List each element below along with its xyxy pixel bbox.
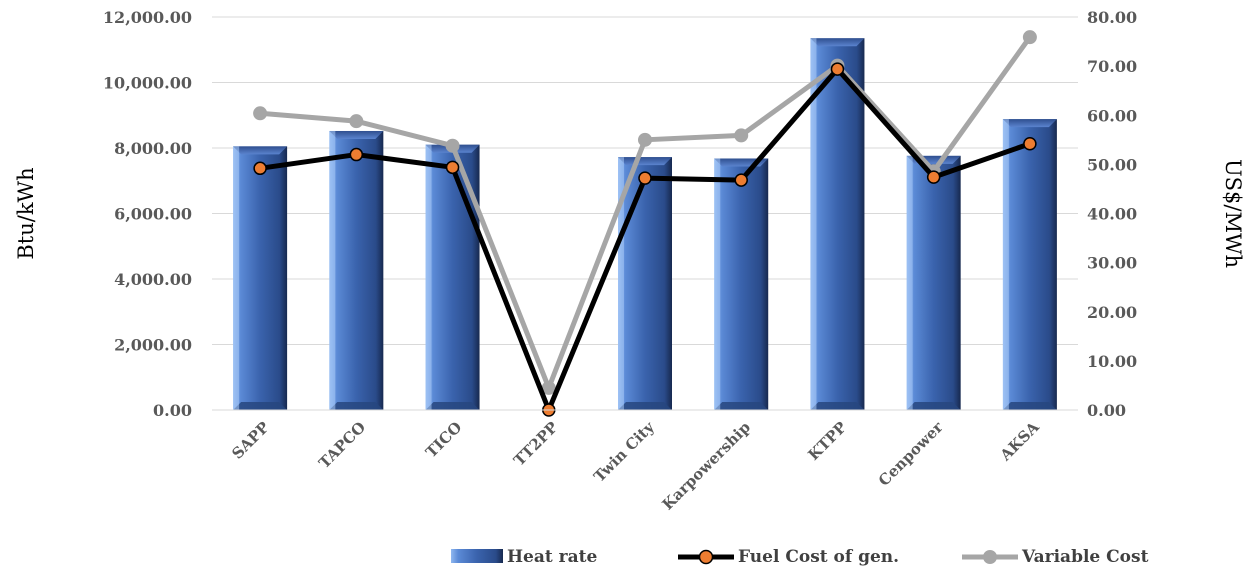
y-left-tick-label: 4,000.00 bbox=[114, 270, 192, 289]
legend-swatch-bar bbox=[451, 549, 503, 563]
legend-label: Heat rate bbox=[507, 547, 597, 567]
category-label-tt2pp: TT2PP bbox=[510, 418, 561, 469]
point-tapco bbox=[349, 114, 364, 129]
y-left-tick-label: 10,000.00 bbox=[103, 74, 192, 93]
legend-label: Fuel Cost of gen. bbox=[738, 547, 899, 567]
point-twin-city bbox=[638, 132, 652, 147]
y-right-tick-label: 60.00 bbox=[1087, 106, 1137, 125]
bar-twin-city bbox=[618, 157, 672, 410]
bar-highlight bbox=[906, 155, 913, 410]
bar-body bbox=[906, 155, 961, 410]
y-right-tick-label: 80.00 bbox=[1087, 8, 1137, 27]
bar-highlight bbox=[810, 38, 817, 410]
bar-bevel-bottom bbox=[1002, 402, 1057, 410]
line-series-fuel-cost-of-gen bbox=[253, 62, 1037, 417]
point-sapp bbox=[253, 106, 268, 121]
category-label-tico: TICO bbox=[422, 418, 465, 461]
bar-bevel-bottom bbox=[233, 402, 288, 410]
point-aksa bbox=[1023, 136, 1037, 151]
bar-aksa bbox=[1002, 119, 1057, 411]
line-series-variable-cost bbox=[253, 30, 1037, 395]
y-right-tick-label: 10.00 bbox=[1087, 352, 1137, 371]
bar-series-heat-rate bbox=[233, 38, 1057, 411]
bar-cenpower bbox=[906, 155, 961, 410]
bar-tapco bbox=[329, 130, 384, 410]
bar-bevel-bottom bbox=[618, 402, 672, 410]
bar-tico bbox=[425, 144, 480, 410]
legend-item-heat-rate: Heat rate bbox=[451, 547, 597, 567]
y-right-tick-label: 70.00 bbox=[1087, 57, 1137, 76]
bar-karpowership bbox=[714, 158, 769, 410]
point-ktpp bbox=[830, 62, 845, 76]
bar-highlight bbox=[1002, 119, 1009, 411]
y-right-tick-label: 40.00 bbox=[1087, 205, 1137, 224]
bar-highlight bbox=[618, 157, 624, 410]
y-left-tick-label: 8,000.00 bbox=[114, 139, 192, 158]
bar-body bbox=[233, 146, 288, 411]
bar-highlight bbox=[329, 130, 336, 410]
line-series bbox=[253, 30, 1037, 417]
category-label-tapco: TAPCO bbox=[315, 418, 369, 472]
bar-bevel-bottom bbox=[329, 402, 384, 410]
bar-bevel-top bbox=[329, 130, 384, 139]
legend-item-variable-cost: Variable Cost bbox=[962, 547, 1149, 567]
bar-bevel-top bbox=[618, 157, 672, 166]
bar-highlight bbox=[233, 146, 240, 411]
bar-bevel-top bbox=[233, 146, 288, 155]
category-label-sapp: SAPP bbox=[228, 418, 273, 463]
bar-body bbox=[618, 157, 672, 410]
point-karpowership bbox=[734, 173, 748, 187]
bar-highlight bbox=[714, 158, 721, 410]
legend-item-fuel-cost-of-gen: Fuel Cost of gen. bbox=[678, 547, 899, 567]
y-right-tick-label: 20.00 bbox=[1087, 303, 1137, 322]
bar-bevel-top bbox=[810, 38, 865, 47]
point-sapp bbox=[253, 161, 267, 176]
bar-bevel-bottom bbox=[425, 402, 480, 410]
point-aksa bbox=[1022, 30, 1037, 45]
point-karpowership bbox=[734, 128, 749, 143]
bar-body bbox=[425, 144, 480, 410]
y-left-tick-label: 6,000.00 bbox=[114, 205, 192, 224]
legend-swatch-marker bbox=[983, 550, 997, 564]
point-tico bbox=[445, 160, 460, 175]
y-left-tick-label: 0.00 bbox=[153, 401, 192, 420]
bar-body bbox=[1002, 119, 1057, 411]
bar-sapp bbox=[233, 146, 288, 411]
y-left-axis-title: Btu/kWh bbox=[14, 167, 38, 259]
point-cenpower bbox=[926, 170, 941, 184]
legend-label: Variable Cost bbox=[1021, 547, 1149, 567]
bar-body bbox=[329, 130, 384, 410]
bar-body bbox=[714, 158, 769, 410]
bar-bevel-bottom bbox=[714, 402, 769, 410]
bar-ktpp bbox=[810, 38, 865, 410]
point-tico bbox=[445, 138, 460, 153]
category-label-ktpp: KTPP bbox=[804, 418, 850, 464]
legend-swatch-marker bbox=[698, 549, 714, 565]
category-label-aksa: AKSA bbox=[996, 418, 1043, 465]
y-left-tick-label: 12,000.00 bbox=[103, 8, 192, 27]
y-right-tick-label: 30.00 bbox=[1087, 254, 1137, 273]
category-label-twin-city: Twin City bbox=[590, 417, 658, 485]
bar-body bbox=[810, 38, 865, 410]
legend: Heat rate Fuel Cost of gen. Variable Cost bbox=[451, 547, 1149, 567]
bar-bevel-bottom bbox=[906, 402, 961, 410]
y-right-tick-label: 0.00 bbox=[1087, 401, 1126, 420]
y-right-axis-title: US$/MWh bbox=[1221, 159, 1245, 268]
point-twin-city bbox=[638, 171, 652, 185]
y-left-tick-label: 2,000.00 bbox=[114, 336, 192, 355]
y-right-tick-label: 50.00 bbox=[1087, 155, 1137, 174]
category-label-cenpower: Cenpower bbox=[875, 417, 947, 489]
category-label-karpowership: Karpowership bbox=[659, 418, 755, 514]
bar-highlight bbox=[425, 144, 432, 410]
bar-bevel-bottom bbox=[810, 402, 865, 410]
bar-bevel-top bbox=[1002, 119, 1057, 128]
point-tapco bbox=[349, 147, 364, 162]
